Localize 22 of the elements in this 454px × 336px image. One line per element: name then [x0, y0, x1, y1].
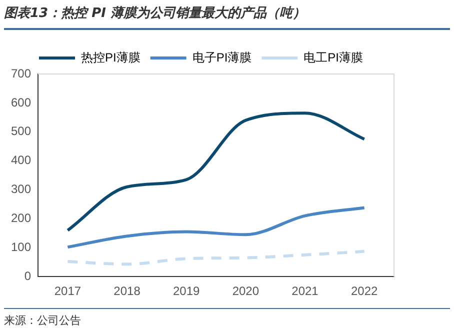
y-tick-label: 500 — [10, 124, 32, 138]
line-series — [66, 112, 366, 232]
chart-title: 图表13：热控 PI 薄膜为公司销量最大的产品（吨） — [4, 4, 450, 30]
y-tick-label: 600 — [10, 95, 32, 110]
x-tick-label: 2018 — [114, 284, 141, 298]
line-series — [66, 206, 366, 249]
legend-label: 电工PI薄膜 — [304, 50, 364, 64]
x-tick-label: 2019 — [172, 284, 200, 298]
y-tick-label: 0 — [24, 268, 32, 283]
x-tick-label: 2021 — [292, 284, 319, 298]
y-tick-label: 100 — [10, 240, 32, 254]
x-tick-label: 2022 — [350, 284, 378, 298]
x-tick-label: 2017 — [54, 284, 82, 298]
legend-label: 热控PI薄膜 — [80, 50, 140, 64]
x-tick-label: 2020 — [232, 284, 260, 298]
y-tick-label: 700 — [10, 66, 32, 80]
y-tick-label: 200 — [10, 211, 32, 226]
y-tick-label: 400 — [10, 153, 32, 168]
y-tick-label: 300 — [10, 182, 32, 196]
source-note: 来源：公司公告 — [4, 308, 450, 328]
legend-label: 电子PI薄膜 — [192, 50, 252, 64]
line-series — [66, 250, 366, 266]
